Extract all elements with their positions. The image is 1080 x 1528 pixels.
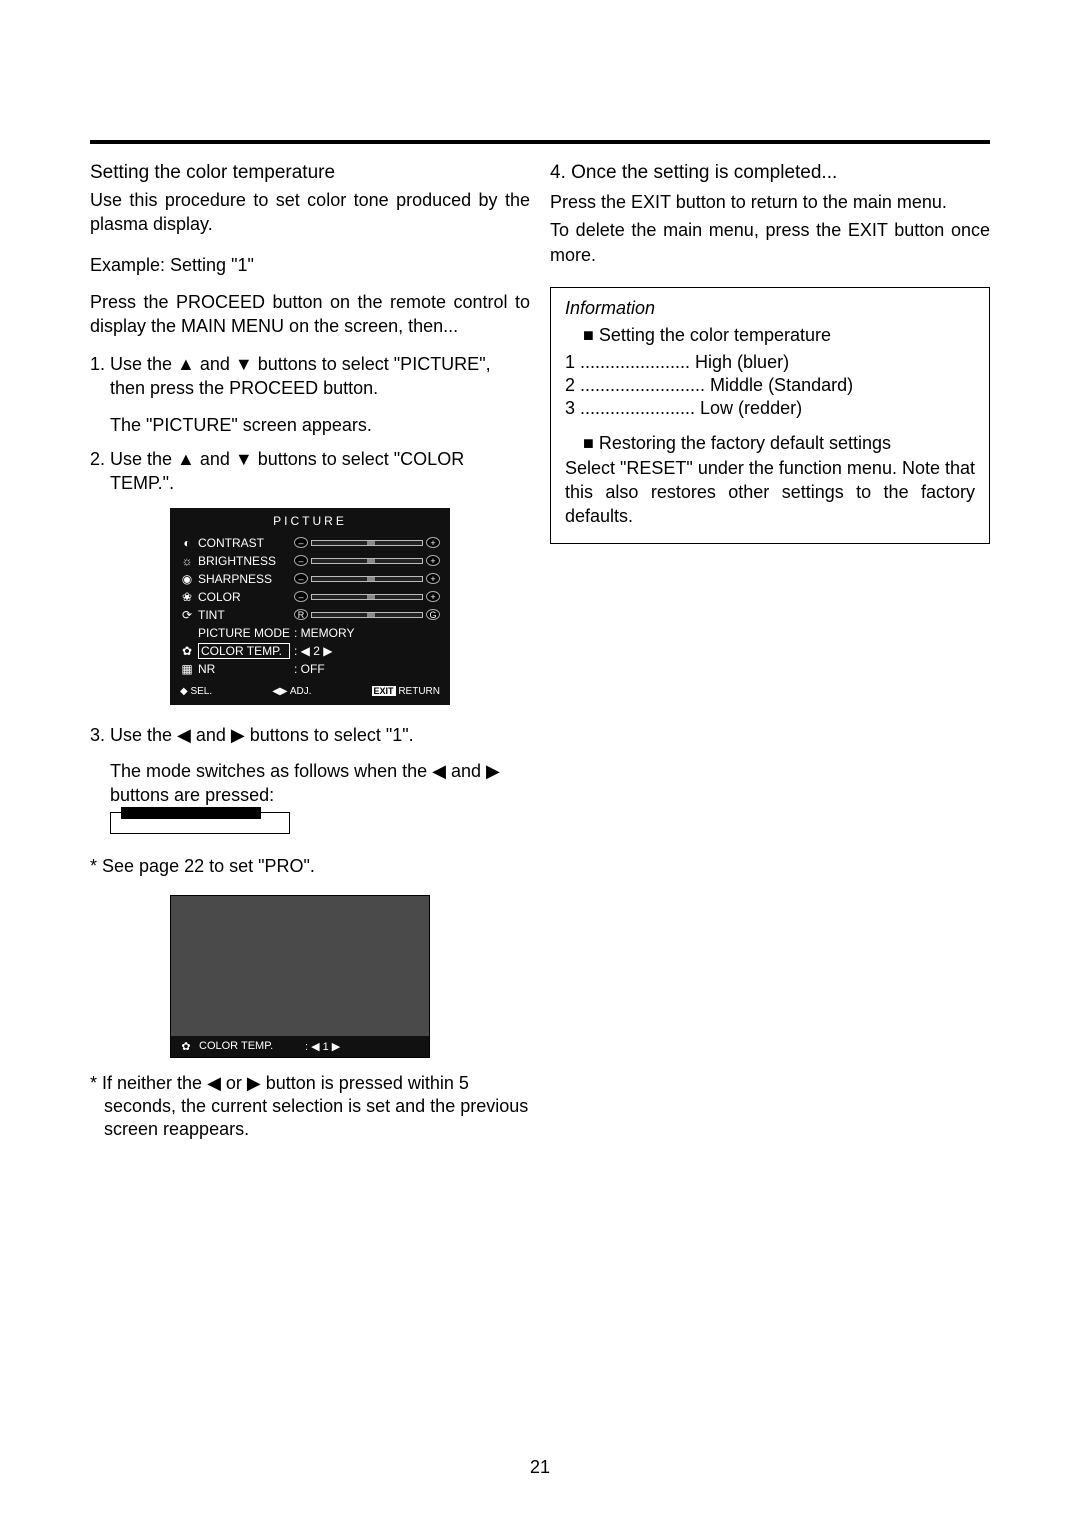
menu-row-value: : ◀ 2 ▶ <box>294 644 440 658</box>
step-1-sub: The "PICTURE" screen appears. <box>90 413 530 437</box>
picture-menu-rows: ◐CONTRAST–+☼BRIGHTNESS–+◉SHARPNESS–+❀COL… <box>180 534 440 678</box>
menu-row-icon: ▦ <box>180 662 194 676</box>
proceed-intro: Press the PROCEED button on the remote c… <box>90 290 530 339</box>
slider-plus-icon: + <box>426 591 440 602</box>
two-column-layout: Setting the color temperature Use this p… <box>90 162 990 1142</box>
footer-adj: ◀▶ ADJ. <box>272 686 311 697</box>
slider-track <box>311 576 423 582</box>
footer-exit-return: EXIT RETURN <box>372 686 440 697</box>
slider-track <box>311 540 423 546</box>
menu-row-label: COLOR TEMP. <box>198 643 290 659</box>
slider-track <box>311 558 423 564</box>
slider-plus-icon: + <box>426 555 440 566</box>
menu-row-label: CONTRAST <box>198 536 290 550</box>
slider-thumb <box>367 577 375 581</box>
menu-row-label: COLOR <box>198 590 290 604</box>
slider-track <box>311 612 423 618</box>
menu-row-value: RG <box>294 609 440 620</box>
menu-row: ⟳TINTRG <box>180 606 440 624</box>
preview-color-temp-value: : ◀ 1 ▶ <box>305 1040 340 1053</box>
step-1: 1. Use the ▲ and ▼ buttons to select "PI… <box>90 352 530 401</box>
slider-thumb <box>367 613 375 617</box>
slider-track <box>311 594 423 600</box>
menu-row: ❀COLOR–+ <box>180 588 440 606</box>
slider-thumb <box>367 541 375 545</box>
menu-row-icon: ◐ <box>180 536 194 550</box>
page: Setting the color temperature Use this p… <box>0 0 1080 1202</box>
slider-minus-icon: – <box>294 573 308 584</box>
info-line-2: 2 ......................... Middle (Stan… <box>565 375 975 396</box>
menu-row-value: –+ <box>294 537 440 548</box>
step-3: 3. Use the ◀ and ▶ buttons to select "1"… <box>90 723 530 747</box>
thermometer-icon: ✿ <box>179 1040 193 1053</box>
menu-row-label: TINT <box>198 608 290 622</box>
menu-row-icon: ◉ <box>180 572 194 586</box>
slider-minus-icon: – <box>294 555 308 566</box>
menu-row: ✿ COLOR TEMP. : ◀ 2 ▶ <box>180 642 440 660</box>
picture-menu: PICTURE ◐CONTRAST–+☼BRIGHTNESS–+◉SHARPNE… <box>170 508 450 705</box>
menu-row: PICTURE MODE : MEMORY <box>180 624 440 642</box>
picture-menu-footer: ◆ SEL. ◀▶ ADJ. EXIT RETURN <box>180 686 440 697</box>
slider-plus-icon: + <box>426 537 440 548</box>
picture-menu-title: PICTURE <box>180 514 440 528</box>
menu-row-value: –+ <box>294 573 440 584</box>
info-line-1: 1 ...................... High (bluer) <box>565 352 975 373</box>
timeout-footnote: * If neither the ◀ or ▶ button is presse… <box>90 1072 530 1142</box>
preview-screen-area <box>171 896 429 1036</box>
left-column: Setting the color temperature Use this p… <box>90 162 530 1142</box>
top-rule <box>90 140 990 144</box>
slider-minus-icon: R <box>294 609 308 620</box>
example-label: Example: Setting "1" <box>90 255 530 276</box>
slider-thumb <box>367 559 375 563</box>
slider-minus-icon: – <box>294 591 308 602</box>
menu-row-label: PICTURE MODE <box>198 626 290 640</box>
mode-sequence-box <box>110 812 290 834</box>
menu-row-icon: ❀ <box>180 590 194 604</box>
preview-bar: ✿ COLOR TEMP. : ◀ 1 ▶ <box>171 1036 429 1057</box>
info-restore-text: Select "RESET" under the function menu. … <box>565 456 975 529</box>
intro-text: Use this procedure to set color tone pro… <box>90 188 530 237</box>
see-page-note: * See page 22 to set "PRO". <box>90 856 530 877</box>
menu-row-value: : OFF <box>294 662 440 676</box>
menu-row-value: –+ <box>294 555 440 566</box>
menu-row-icon: ⟳ <box>180 608 194 622</box>
step-4b: To delete the main menu, press the EXIT … <box>550 218 990 267</box>
slider-thumb <box>367 595 375 599</box>
menu-row: ◉SHARPNESS–+ <box>180 570 440 588</box>
slider-minus-icon: – <box>294 537 308 548</box>
page-number: 21 <box>0 1457 1080 1478</box>
info-subheading-restore: ■ Restoring the factory default settings <box>583 433 975 454</box>
menu-row-value: –+ <box>294 591 440 602</box>
step-3-sub: The mode switches as follows when the ◀ … <box>90 759 530 808</box>
menu-row: ▦ NR : OFF <box>180 660 440 678</box>
info-line-3: 3 ....................... Low (redder) <box>565 398 975 419</box>
menu-row-icon: ✿ <box>180 644 194 658</box>
mode-sequence-black-bar <box>121 807 261 819</box>
slider-plus-icon: G <box>426 609 440 620</box>
footer-sel: ◆ SEL. <box>180 686 212 697</box>
preview-color-temp-label: COLOR TEMP. <box>199 1040 299 1052</box>
menu-row-icon: ☼ <box>180 554 194 568</box>
slider-plus-icon: + <box>426 573 440 584</box>
step-4a: Press the EXIT button to return to the m… <box>550 190 990 214</box>
info-title: Information <box>565 298 975 319</box>
menu-row-value: : MEMORY <box>294 626 440 640</box>
info-subheading-color-temp: ■ Setting the color temperature <box>583 325 975 346</box>
right-column: 4. Once the setting is completed... Pres… <box>550 162 990 1142</box>
menu-row-label: NR <box>198 662 290 676</box>
menu-row: ☼BRIGHTNESS–+ <box>180 552 440 570</box>
color-temp-preview: ✿ COLOR TEMP. : ◀ 1 ▶ <box>170 895 430 1058</box>
section-heading: Setting the color temperature <box>90 162 530 184</box>
menu-row-label: BRIGHTNESS <box>198 554 290 568</box>
menu-row-label: SHARPNESS <box>198 572 290 586</box>
step-2: 2. Use the ▲ and ▼ buttons to select "CO… <box>90 447 530 496</box>
menu-row: ◐CONTRAST–+ <box>180 534 440 552</box>
information-box: Information ■ Setting the color temperat… <box>550 287 990 544</box>
step-4-title: 4. Once the setting is completed... <box>550 162 990 184</box>
